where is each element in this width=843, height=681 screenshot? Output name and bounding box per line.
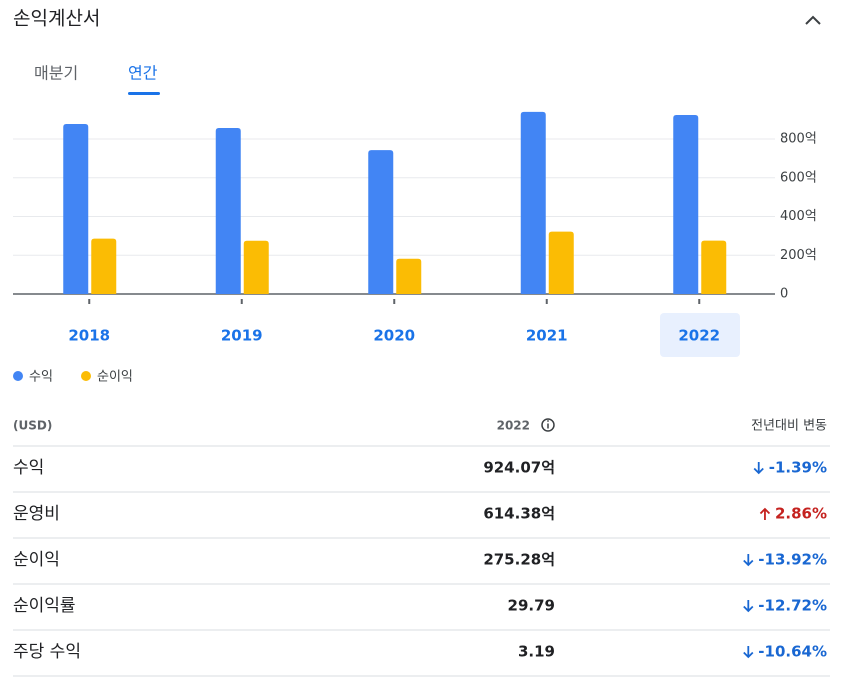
y-tick-label: 600억	[780, 170, 817, 185]
table-header: (USD)	[13, 419, 52, 433]
legend-dot	[81, 371, 91, 381]
row-change: -10.64%	[758, 643, 827, 661]
x-tick-label[interactable]: 2020	[373, 327, 415, 345]
collapse-chevron[interactable]	[805, 15, 821, 25]
x-tick-label[interactable]: 2022	[678, 327, 720, 345]
info-icon[interactable]	[541, 418, 555, 432]
y-tick-label: 0	[780, 287, 788, 302]
bar	[673, 115, 699, 294]
row-value: 275.28억	[483, 551, 555, 569]
row-label: 주당 수익	[13, 642, 81, 662]
change-arrow	[743, 554, 754, 567]
row-change: -12.72%	[758, 597, 827, 615]
row-label: 운영비	[13, 504, 60, 524]
tab-underline	[128, 92, 160, 95]
row-value: 29.79	[508, 597, 555, 615]
table-header: 2022	[497, 419, 530, 433]
change-arrow	[743, 600, 754, 613]
selected-year-bg	[660, 313, 740, 357]
table-header: 전년대비 변동	[751, 419, 827, 434]
bar	[701, 240, 727, 294]
bar	[91, 238, 117, 294]
bar	[368, 150, 394, 294]
bar	[63, 123, 89, 294]
bar	[548, 231, 574, 294]
legend-label: 순이익	[97, 370, 133, 385]
row-label: 순이익	[13, 550, 60, 570]
x-tick-label[interactable]: 2021	[526, 327, 568, 345]
info-icon-dot	[547, 420, 549, 422]
bar	[520, 111, 546, 294]
y-tick-label: 200억	[780, 248, 817, 263]
tab[interactable]: 매분기	[34, 64, 78, 83]
row-value: 614.38억	[483, 505, 555, 523]
bar	[215, 128, 241, 294]
legend-label: 수익	[29, 370, 53, 385]
section-title: 손익계산서	[13, 8, 100, 30]
x-tick-label[interactable]: 2019	[221, 327, 263, 345]
row-value: 924.07억	[483, 459, 555, 477]
row-change: 2.86%	[775, 505, 827, 523]
tab-selected[interactable]: 연간	[128, 64, 158, 83]
legend-dot	[13, 371, 23, 381]
change-arrow	[753, 462, 764, 475]
y-tick-label: 800억	[780, 132, 817, 147]
bar	[396, 258, 422, 294]
change-arrow	[743, 646, 754, 659]
x-tick-label[interactable]: 2018	[68, 327, 110, 345]
row-change: -1.39%	[769, 459, 827, 477]
bar	[243, 240, 269, 294]
row-value: 3.19	[518, 643, 555, 661]
y-tick-label: 400억	[780, 209, 817, 224]
change-arrow	[759, 507, 771, 520]
row-change: -13.92%	[758, 551, 827, 569]
row-label: 순이익률	[13, 596, 76, 616]
row-label: 수익	[13, 458, 44, 478]
